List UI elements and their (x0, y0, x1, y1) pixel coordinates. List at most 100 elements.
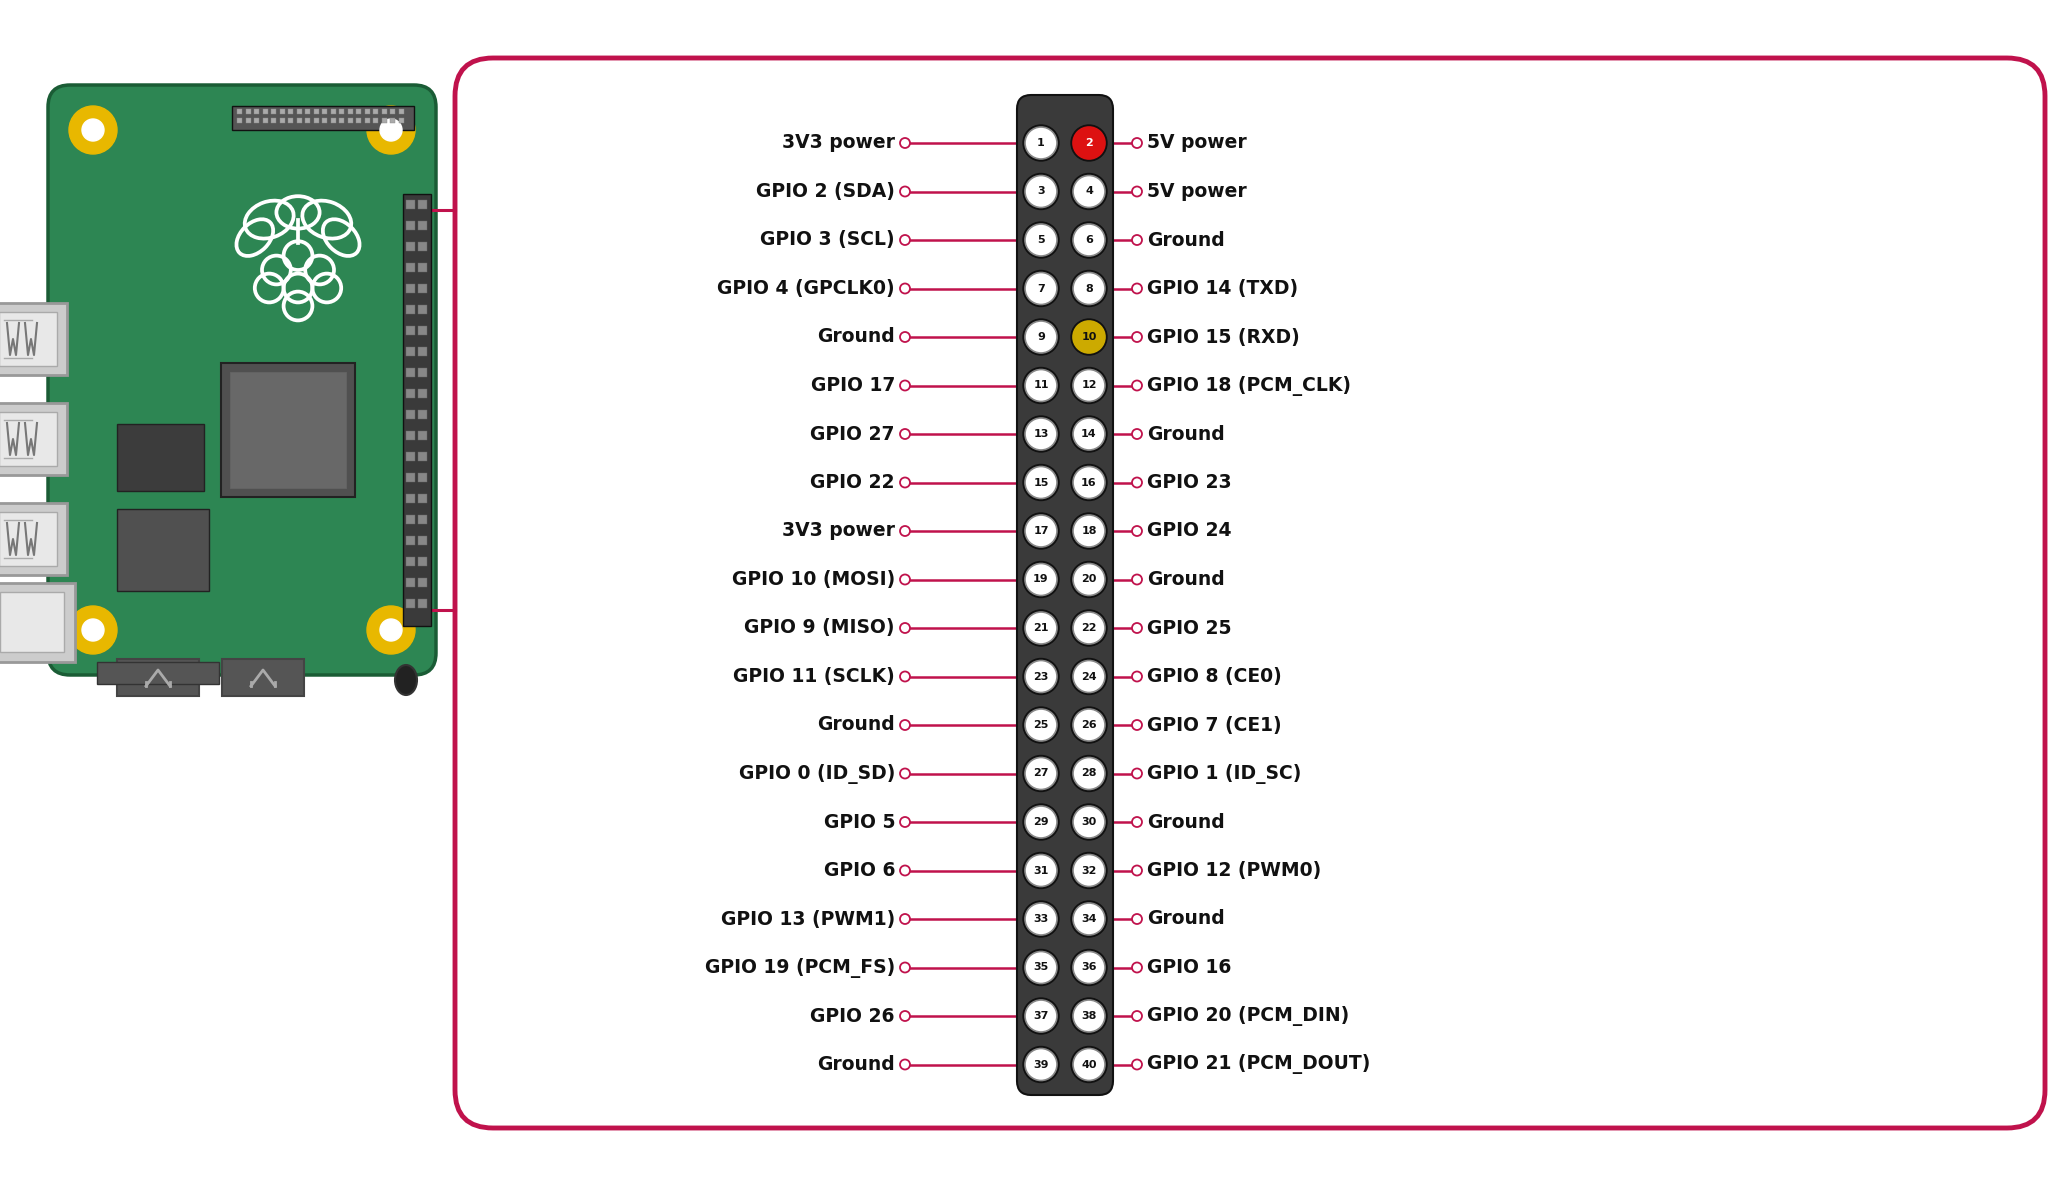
Circle shape (1073, 564, 1104, 596)
Circle shape (1131, 816, 1141, 827)
Circle shape (1131, 962, 1141, 973)
Bar (407, 369, 415, 377)
Circle shape (1024, 465, 1059, 500)
Text: GPIO 24: GPIO 24 (1148, 521, 1232, 540)
FancyBboxPatch shape (221, 363, 355, 497)
Bar (374, 109, 378, 114)
Bar (407, 284, 415, 293)
Text: Ground: Ground (1148, 910, 1224, 929)
Bar (246, 118, 250, 123)
Circle shape (83, 619, 103, 641)
Text: 22: 22 (1082, 623, 1096, 633)
Bar (237, 118, 241, 123)
Circle shape (1071, 949, 1106, 986)
Text: GPIO 22: GPIO 22 (811, 473, 896, 492)
Text: GPIO 21 (PCM_DOUT): GPIO 21 (PCM_DOUT) (1148, 1055, 1370, 1075)
Bar (407, 347, 415, 356)
Bar (419, 347, 427, 356)
Circle shape (1131, 332, 1141, 342)
Bar (279, 109, 285, 114)
Bar (398, 118, 402, 123)
Text: Ground: Ground (1148, 570, 1224, 589)
Circle shape (900, 865, 910, 876)
Text: Ground: Ground (817, 327, 896, 346)
Circle shape (1026, 806, 1057, 838)
Bar (254, 118, 258, 123)
Circle shape (1024, 562, 1059, 597)
Bar (407, 200, 415, 209)
Circle shape (1131, 429, 1141, 438)
Bar (407, 326, 415, 335)
Text: Ground: Ground (1148, 231, 1224, 250)
Circle shape (1024, 949, 1059, 986)
Text: Ground: Ground (1148, 813, 1224, 832)
Circle shape (1024, 610, 1059, 646)
Circle shape (1071, 124, 1106, 161)
Circle shape (83, 118, 103, 141)
Circle shape (68, 105, 118, 154)
Bar (419, 305, 427, 314)
Bar (407, 220, 415, 230)
FancyBboxPatch shape (0, 502, 66, 575)
Text: GPIO 7 (CE1): GPIO 7 (CE1) (1148, 716, 1282, 735)
Text: 28: 28 (1082, 769, 1096, 779)
Bar (347, 118, 353, 123)
Circle shape (1131, 914, 1141, 924)
Text: 1: 1 (1036, 137, 1044, 148)
Circle shape (900, 478, 910, 487)
Text: GPIO 11 (SCLK): GPIO 11 (SCLK) (733, 667, 896, 686)
Text: GPIO 26: GPIO 26 (811, 1006, 896, 1025)
Text: GPIO 20 (PCM_DIN): GPIO 20 (PCM_DIN) (1148, 1006, 1350, 1026)
Circle shape (1026, 321, 1057, 353)
Circle shape (1131, 478, 1141, 487)
Circle shape (1024, 513, 1059, 549)
Circle shape (1073, 321, 1104, 353)
Bar (407, 494, 415, 502)
Text: 19: 19 (1034, 575, 1049, 584)
Text: GPIO 17: GPIO 17 (811, 376, 896, 395)
Bar (297, 109, 301, 114)
Ellipse shape (394, 665, 417, 694)
Text: GPIO 8 (CE0): GPIO 8 (CE0) (1148, 667, 1282, 686)
Circle shape (900, 672, 910, 681)
Bar (305, 118, 310, 123)
Bar (419, 578, 427, 587)
Text: 29: 29 (1034, 816, 1049, 827)
Bar (314, 109, 318, 114)
Bar (407, 242, 415, 251)
Circle shape (380, 619, 402, 641)
Text: 6: 6 (1086, 235, 1094, 245)
Circle shape (1024, 173, 1059, 210)
FancyBboxPatch shape (0, 303, 66, 374)
Bar (365, 109, 369, 114)
Text: 33: 33 (1034, 914, 1049, 924)
Circle shape (1026, 467, 1057, 499)
Bar (289, 118, 293, 123)
Circle shape (900, 137, 910, 148)
Text: GPIO 3 (SCL): GPIO 3 (SCL) (760, 231, 896, 250)
Circle shape (1071, 852, 1106, 889)
Circle shape (1026, 854, 1057, 886)
Circle shape (1024, 367, 1059, 404)
Text: 8: 8 (1086, 283, 1092, 294)
Bar (270, 118, 277, 123)
Text: 32: 32 (1082, 865, 1096, 876)
Circle shape (1071, 901, 1106, 937)
Bar (338, 109, 345, 114)
Circle shape (1131, 137, 1141, 148)
Circle shape (1026, 1000, 1057, 1032)
Circle shape (1026, 952, 1057, 984)
Circle shape (1024, 852, 1059, 889)
Circle shape (367, 606, 415, 654)
Circle shape (1073, 418, 1104, 450)
Circle shape (1073, 127, 1104, 159)
FancyBboxPatch shape (118, 424, 204, 491)
Circle shape (1131, 720, 1141, 730)
Circle shape (1073, 660, 1104, 692)
Text: 5: 5 (1038, 235, 1044, 245)
Bar (419, 220, 427, 230)
FancyBboxPatch shape (454, 58, 2045, 1128)
Text: 14: 14 (1082, 429, 1096, 438)
Circle shape (1073, 370, 1104, 402)
Circle shape (1026, 273, 1057, 305)
